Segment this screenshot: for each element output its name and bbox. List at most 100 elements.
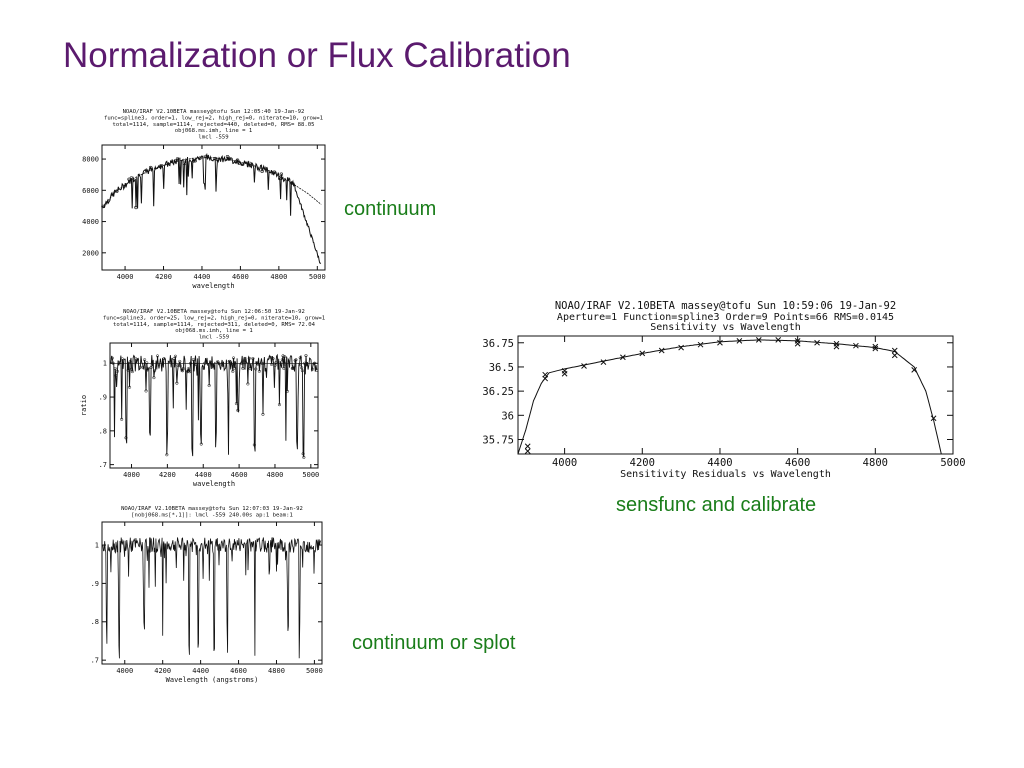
y-tick-label: .7 xyxy=(99,461,107,469)
plot-frame xyxy=(517,335,954,455)
x-tick-label: 4800 xyxy=(268,667,285,675)
plot-header-line: Aperture=1 Function=spline3 Order=9 Poin… xyxy=(557,312,894,323)
spectrum-line xyxy=(102,536,322,659)
y-tick-label: 1 xyxy=(103,360,107,368)
y-tick-label: 36.75 xyxy=(482,338,514,350)
plot-header-line: NOAO/IRAF V2.10BETA massey@tofu Sun 12:0… xyxy=(121,506,303,512)
y-tick-label: .7 xyxy=(91,657,99,665)
sensitivity-point xyxy=(853,342,859,349)
x-tick-label: 4600 xyxy=(785,457,810,469)
slide-title: Normalization or Flux Calibration xyxy=(63,36,571,75)
sensitivity-point xyxy=(891,347,898,354)
x-tick-label: 5000 xyxy=(302,471,319,479)
sensitivity-point xyxy=(872,343,879,350)
x-tick-label: 4200 xyxy=(154,667,171,675)
data-point xyxy=(312,362,316,366)
plot-header-line: lmcl -559 xyxy=(198,135,228,141)
sensitivity-point xyxy=(678,344,684,351)
sensitivity-plot: NOAO/IRAF V2.10BETA massey@tofu Sun 10:5… xyxy=(482,300,965,480)
sensitivity-point xyxy=(872,345,879,352)
sensitivity-point xyxy=(524,448,531,454)
fit-curve xyxy=(101,157,322,208)
plot-header-line: Sensitivity vs Wavelength xyxy=(650,322,801,333)
sensitivity-point xyxy=(775,337,782,343)
y-tick-label: 36.5 xyxy=(489,362,514,374)
plot-header-line: func=spline3, order=25, low_rej=2, high_… xyxy=(103,315,325,321)
normalized-spectrum-plot: NOAO/IRAF V2.10BETA massey@tofu Sun 12:0… xyxy=(91,506,323,684)
plot-frame xyxy=(101,521,323,665)
x-tick-label: 4400 xyxy=(707,457,732,469)
sensitivity-point xyxy=(814,339,820,346)
sensitivity-point xyxy=(600,359,607,365)
sensitivity-point xyxy=(911,366,918,373)
plot-frame xyxy=(109,342,319,469)
y-tick-label: 6000 xyxy=(82,187,99,195)
x-tick-label: 4400 xyxy=(192,667,209,675)
y-tick-label: .8 xyxy=(99,427,107,435)
x-tick-label: 4600 xyxy=(232,273,249,281)
sensitivity-fit-curve xyxy=(517,339,942,455)
sensitivity-point xyxy=(736,337,743,344)
caption-continuum: continuum xyxy=(344,198,437,220)
x-tick-label: 5000 xyxy=(309,273,326,281)
x-tick-label: 4000 xyxy=(116,667,133,675)
caption-splot: continuum or splot xyxy=(352,632,516,654)
spectrum-line xyxy=(102,152,322,265)
sensitivity-point xyxy=(658,347,665,354)
x-tick-label: 4600 xyxy=(231,471,248,479)
x-tick-label: 4800 xyxy=(270,273,287,281)
sensitivity-point xyxy=(930,415,937,422)
y-tick-label: .8 xyxy=(91,618,99,626)
x-tick-label: 4000 xyxy=(552,457,577,469)
x-tick-label: 4000 xyxy=(117,273,134,281)
y-tick-label: 1 xyxy=(95,541,99,549)
plot-header-line: obj068.ms.imh, line = 1 xyxy=(175,128,252,134)
y-axis-label: ratio xyxy=(80,395,88,416)
plot-frame xyxy=(101,144,326,271)
plot-header-line: NOAO/IRAF V2.10BETA massey@tofu Sun 12:0… xyxy=(123,109,305,115)
ratio-line xyxy=(110,353,318,458)
y-tick-label: 35.75 xyxy=(482,434,514,446)
plot-header-line: func=spline3, order=1, low_rej=2, high_r… xyxy=(104,115,323,121)
y-tick-label: 4000 xyxy=(82,218,99,226)
x-axis-label: wavelength xyxy=(193,480,235,488)
sensitivity-point xyxy=(891,352,898,359)
sensitivity-point xyxy=(581,363,587,369)
x-tick-label: 4800 xyxy=(863,457,888,469)
plot-header-line: [nobj068.ms[*,1]]: lmcl -559 240.00s ap:… xyxy=(131,512,293,518)
x-tick-label: 5000 xyxy=(306,667,323,675)
sensitivity-point xyxy=(561,370,568,377)
sensitivity-point xyxy=(794,340,801,347)
plot-header-line: obj068.ms.imh, line = 1 xyxy=(175,328,252,334)
x-tick-label: 4400 xyxy=(195,471,212,479)
x-tick-label: 5000 xyxy=(940,457,965,469)
sensitivity-point xyxy=(620,354,626,361)
normalized-ratio-plot: NOAO/IRAF V2.10BETA massey@tofu Sun 12:0… xyxy=(80,309,325,488)
plot-header-line: NOAO/IRAF V2.10BETA massey@tofu Sun 10:5… xyxy=(555,300,896,312)
plot-header-line: total=1114, sample=1114, rejected=311, d… xyxy=(113,322,316,328)
y-tick-label: 2000 xyxy=(82,249,99,257)
plot-footer: Sensitivity Residuals vs Wavelength xyxy=(620,469,831,480)
continuum-fit-plot: NOAO/IRAF V2.10BETA massey@tofu Sun 12:0… xyxy=(82,109,326,290)
sensitivity-point xyxy=(524,443,531,450)
y-tick-label: 36.25 xyxy=(482,386,514,398)
x-tick-label: 4200 xyxy=(630,457,655,469)
plot-header-line: total=1114, sample=1114, rejected=440, d… xyxy=(112,122,314,128)
x-tick-label: 4800 xyxy=(267,471,284,479)
sensitivity-point xyxy=(755,337,762,343)
x-tick-label: 4600 xyxy=(230,667,247,675)
x-tick-label: 4000 xyxy=(123,471,140,479)
plot-header-line: lmcl -559 xyxy=(199,335,229,341)
y-tick-label: 8000 xyxy=(82,156,99,164)
data-point xyxy=(175,157,180,161)
sensitivity-point xyxy=(697,341,704,348)
sensitivity-point xyxy=(542,371,549,378)
x-axis-label: wavelength xyxy=(192,282,234,290)
x-tick-label: 4200 xyxy=(159,471,176,479)
y-tick-label: 36 xyxy=(501,410,514,422)
sensitivity-point xyxy=(833,343,840,350)
x-tick-label: 4400 xyxy=(194,273,211,281)
y-tick-label: .9 xyxy=(91,580,99,588)
x-axis-label: Wavelength (angstroms) xyxy=(166,676,259,684)
sensitivity-point xyxy=(717,339,723,346)
